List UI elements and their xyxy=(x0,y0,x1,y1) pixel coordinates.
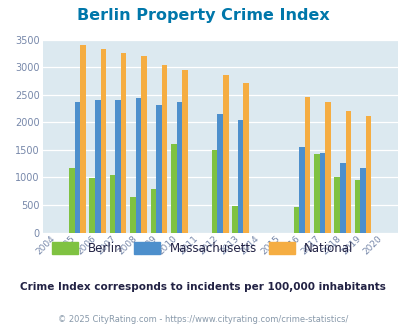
Bar xyxy=(69,168,75,233)
Bar xyxy=(211,150,217,233)
Bar xyxy=(339,163,345,233)
Bar xyxy=(110,175,115,233)
Bar xyxy=(115,100,121,233)
Bar xyxy=(365,116,371,233)
Bar xyxy=(293,207,298,233)
Bar xyxy=(136,98,141,233)
Bar xyxy=(217,114,222,233)
Bar xyxy=(89,178,95,233)
Bar xyxy=(121,53,126,233)
Bar xyxy=(75,102,80,233)
Text: Berlin Property Crime Index: Berlin Property Crime Index xyxy=(77,8,328,23)
Bar xyxy=(80,45,85,233)
Bar xyxy=(354,180,360,233)
Bar xyxy=(150,188,156,233)
Text: © 2025 CityRating.com - https://www.cityrating.com/crime-statistics/: © 2025 CityRating.com - https://www.city… xyxy=(58,315,347,324)
Bar xyxy=(95,100,100,233)
Text: Crime Index corresponds to incidents per 100,000 inhabitants: Crime Index corresponds to incidents per… xyxy=(20,282,385,292)
Bar xyxy=(222,75,228,233)
Bar xyxy=(360,168,365,233)
Bar xyxy=(319,153,324,233)
Bar xyxy=(100,49,106,233)
Bar xyxy=(171,144,176,233)
Bar xyxy=(232,206,237,233)
Bar xyxy=(237,119,243,233)
Bar xyxy=(334,177,339,233)
Bar xyxy=(345,111,350,233)
Bar xyxy=(161,65,167,233)
Bar xyxy=(324,103,330,233)
Bar xyxy=(141,56,147,233)
Bar xyxy=(313,154,319,233)
Legend: Berlin, Massachusetts, National: Berlin, Massachusetts, National xyxy=(48,237,357,260)
Bar xyxy=(130,197,136,233)
Bar xyxy=(243,82,248,233)
Bar xyxy=(298,147,304,233)
Bar xyxy=(176,103,182,233)
Bar xyxy=(156,105,161,233)
Bar xyxy=(182,70,187,233)
Bar xyxy=(304,97,309,233)
